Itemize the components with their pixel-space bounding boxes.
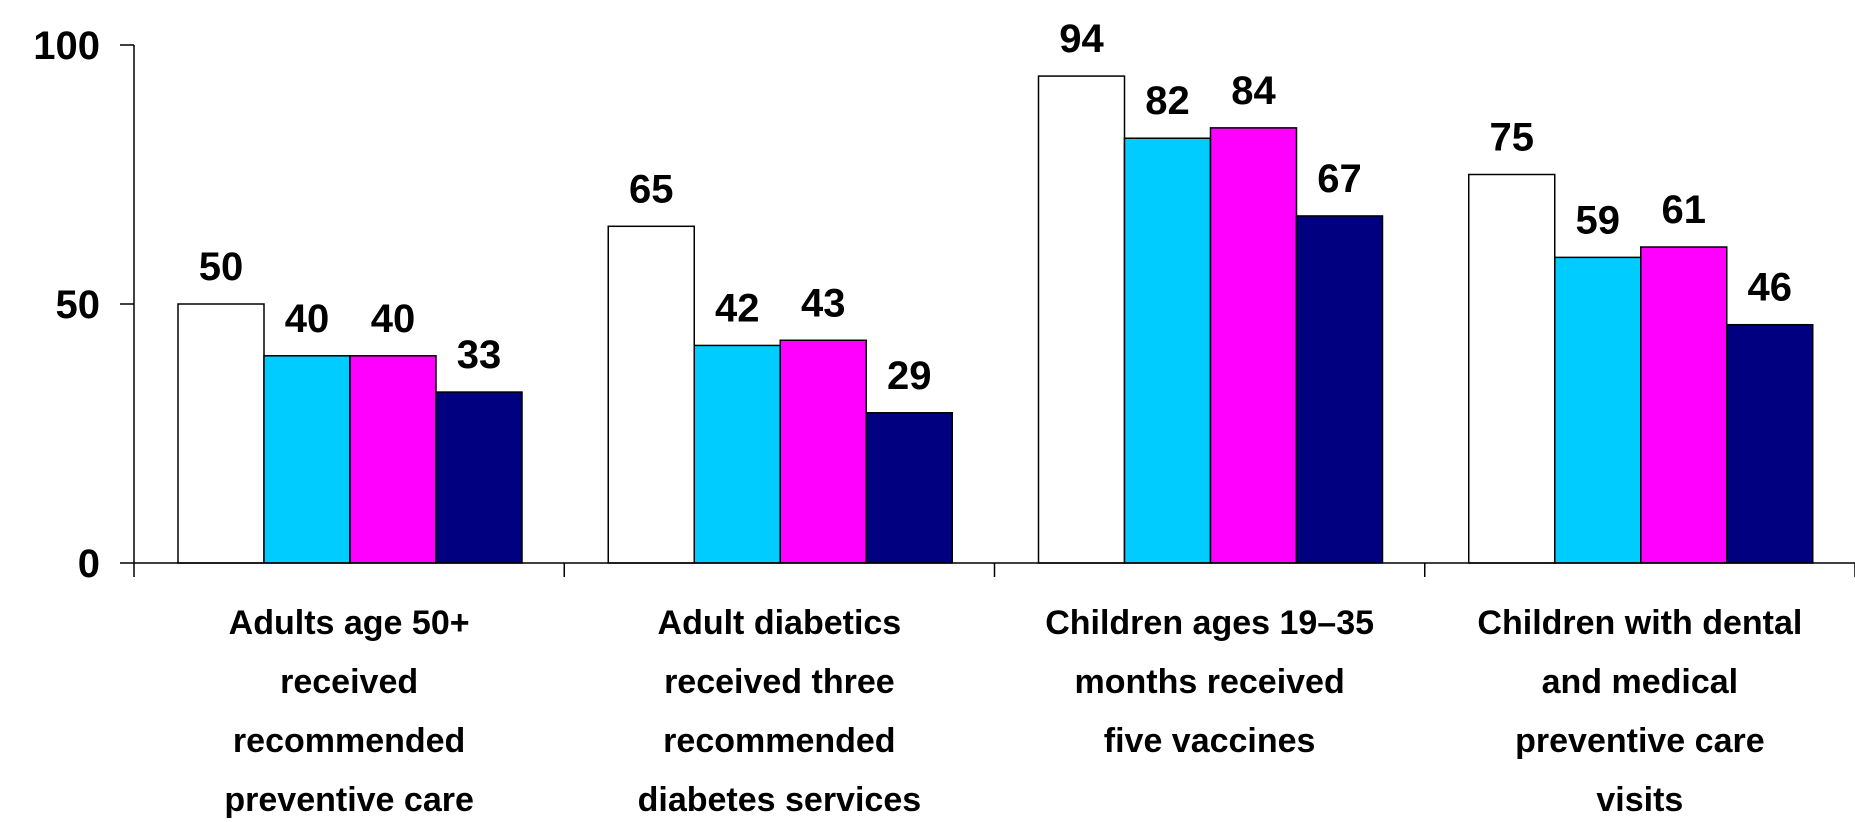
bar-3-1 xyxy=(1037,75,1126,564)
category-label-line: Children ages 19–35 xyxy=(1045,604,1374,642)
data-label: 67 xyxy=(1317,157,1362,201)
category-label-line: five vaccines xyxy=(1104,722,1316,760)
category-label-line: Adult diabetics xyxy=(658,604,902,642)
category-labels-layer: Adults age 50+ received recommended prevent… xyxy=(224,604,1802,819)
bar-2-3 xyxy=(779,339,867,564)
axis-layer: 0 50 100 xyxy=(33,24,1855,586)
data-label: 46 xyxy=(1748,266,1793,310)
bar-1-1 xyxy=(177,303,265,564)
category-label-line: diabetes services xyxy=(638,781,922,819)
category-label-line: months received xyxy=(1075,663,1345,701)
data-label: 50 xyxy=(199,245,244,289)
category-label: Adults age 50+ received recommended prevent… xyxy=(224,604,474,819)
bar-2-2 xyxy=(693,344,781,564)
category-label-line: visits xyxy=(1596,781,1683,819)
data-label: 84 xyxy=(1231,69,1276,113)
category-label-line: Children with dental xyxy=(1477,604,1802,642)
data-label: 65 xyxy=(629,167,674,211)
bar-3-2 xyxy=(1123,137,1212,564)
category-label-line: received three xyxy=(664,663,895,701)
bar-4-2 xyxy=(1554,256,1642,564)
data-label: 40 xyxy=(371,297,416,341)
category-label-line: recommended xyxy=(663,722,895,760)
bar-1-4 xyxy=(435,391,523,564)
category-label-line: received xyxy=(280,663,418,701)
data-label: 59 xyxy=(1576,198,1621,242)
data-label: 33 xyxy=(457,333,502,377)
data-label: 43 xyxy=(801,281,846,325)
bar-4-1 xyxy=(1468,173,1556,564)
bar-3-4 xyxy=(1295,215,1384,564)
bar-3-3 xyxy=(1209,127,1298,564)
category-label: Adult diabetics received three recommended… xyxy=(638,604,922,819)
category-label-line: and medical xyxy=(1542,663,1739,701)
value-labels-layer: 50 40 40 33 65 42 43 29 94 82 84 67 75 59 61 46 xyxy=(199,17,1792,398)
y-tick-label: 50 xyxy=(56,283,101,327)
bar-1-2 xyxy=(263,355,351,564)
data-label: 42 xyxy=(715,286,760,330)
category-label-line: preventive care xyxy=(1515,722,1765,760)
bar-4-3 xyxy=(1640,246,1728,564)
category-label-line: recommended xyxy=(233,722,465,760)
bar-4-4 xyxy=(1726,323,1814,564)
data-label: 29 xyxy=(887,354,932,398)
data-label: 94 xyxy=(1059,17,1104,61)
bars-layer xyxy=(177,75,1814,564)
category-label: Children with dental and medical preventiv… xyxy=(1477,604,1802,819)
data-label: 75 xyxy=(1490,116,1535,160)
data-label: 61 xyxy=(1662,188,1707,232)
category-label-line: preventive care xyxy=(224,781,474,819)
category-label-line: Adults age 50+ xyxy=(229,604,470,642)
data-label: 40 xyxy=(285,297,330,341)
y-tick-label: 0 xyxy=(78,542,100,586)
data-label: 82 xyxy=(1145,79,1190,123)
y-tick-label: 100 xyxy=(33,24,100,68)
category-label: Children ages 19–35 months received five v… xyxy=(1045,604,1374,760)
bar-2-1 xyxy=(607,225,695,564)
bar-1-3 xyxy=(349,355,437,564)
bar-2-4 xyxy=(865,412,953,564)
